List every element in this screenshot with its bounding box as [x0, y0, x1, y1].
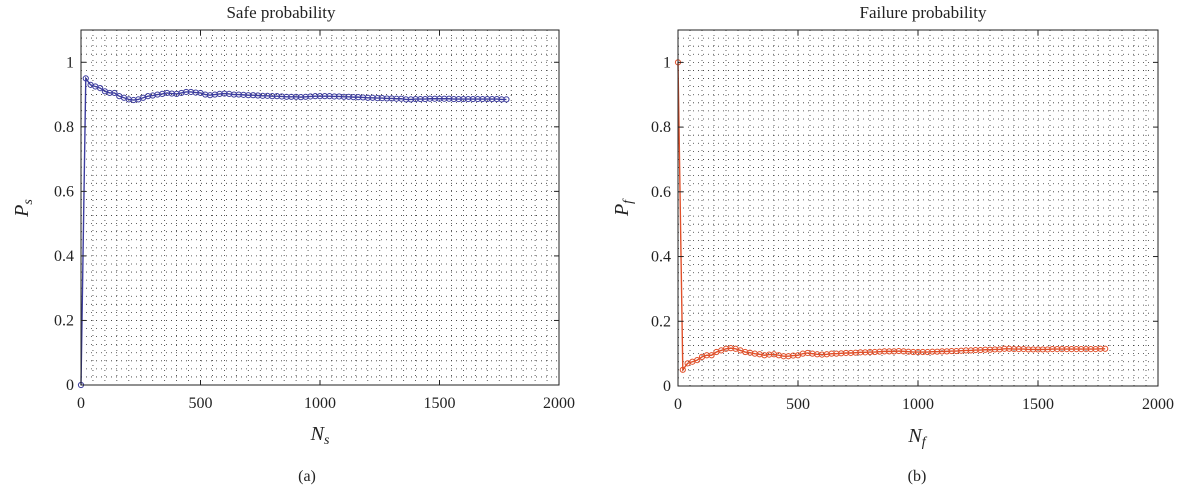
y-tick-label: 0.6: [54, 183, 74, 200]
panel-a: Safe probability 0 500 1000 1500 2000 0 0.2 0.4…: [11, 3, 575, 485]
data-marks: [77, 75, 510, 389]
y-tick-label: 0.2: [651, 313, 671, 330]
plot-frame: [677, 29, 1159, 387]
y-tick-label: 0.6: [651, 184, 671, 201]
data-point: [1102, 345, 1109, 352]
x-tick-label: 0: [77, 395, 85, 412]
y-tick-label: 0.4: [651, 249, 671, 266]
x-axis-label-sub: f: [922, 435, 928, 450]
chart-title: Safe probability: [226, 3, 336, 22]
data-marks: [674, 59, 1109, 373]
y-axis-label: Pf: [611, 198, 636, 217]
y-tick-label: 1: [66, 54, 74, 71]
y-tick-label: 0: [66, 377, 74, 394]
series-line: [677, 62, 1106, 372]
ticks: 0 500 1000 1500 2000 0 0.2 0.4 0.6 0.8 1: [651, 30, 1174, 413]
x-tick-label: 1500: [424, 395, 456, 412]
x-tick-label: 500: [786, 396, 810, 413]
x-tick-label: 500: [189, 395, 213, 412]
series-line: [80, 76, 507, 386]
x-axis-label: Nf: [907, 425, 927, 450]
data-point: [97, 84, 104, 92]
data-point: [694, 357, 701, 364]
y-tick-label: 0: [663, 378, 671, 395]
y-tick-label: 0.8: [54, 119, 74, 136]
y-axis-label-main: P: [11, 205, 33, 218]
data-point: [708, 352, 715, 359]
data-point: [679, 366, 686, 373]
x-tick-label: 0: [674, 396, 682, 413]
grid: [678, 30, 1158, 386]
y-axis-label: Ps: [11, 199, 36, 218]
plot-frame: [80, 29, 560, 386]
ticks: 0 500 1000 1500 2000 0 0.2 0.4 0.6 0.8 1: [54, 30, 575, 412]
x-axis-label-main: N: [907, 425, 923, 447]
y-tick-label: 0.4: [54, 248, 74, 265]
y-tick-label: 0.8: [651, 119, 671, 136]
y-tick-label: 0.2: [54, 312, 74, 329]
x-tick-label: 2000: [543, 395, 575, 412]
x-axis-label: Ns: [310, 423, 330, 448]
y-axis-label-main: P: [611, 204, 633, 217]
x-tick-label: 2000: [1142, 396, 1174, 413]
y-axis-label-sub: s: [21, 199, 36, 205]
y-axis-label-sub: f: [621, 198, 636, 204]
data-point: [111, 89, 118, 97]
grid: [81, 30, 559, 385]
x-axis-label-main: N: [310, 423, 326, 445]
chart-title: Failure probability: [859, 3, 987, 22]
y-tick-label: 1: [663, 54, 671, 71]
x-tick-label: 1000: [304, 395, 336, 412]
x-tick-label: 1500: [1022, 396, 1054, 413]
panel-caption: (b): [908, 468, 927, 485]
x-tick-label: 1000: [902, 396, 934, 413]
x-axis-label-sub: s: [324, 433, 330, 448]
data-point: [503, 96, 510, 103]
panel-b: Failure probability 0 500 1000 1500 2000 0 0.2…: [611, 3, 1174, 485]
panel-caption: (a): [298, 468, 316, 485]
data-point: [82, 75, 89, 82]
